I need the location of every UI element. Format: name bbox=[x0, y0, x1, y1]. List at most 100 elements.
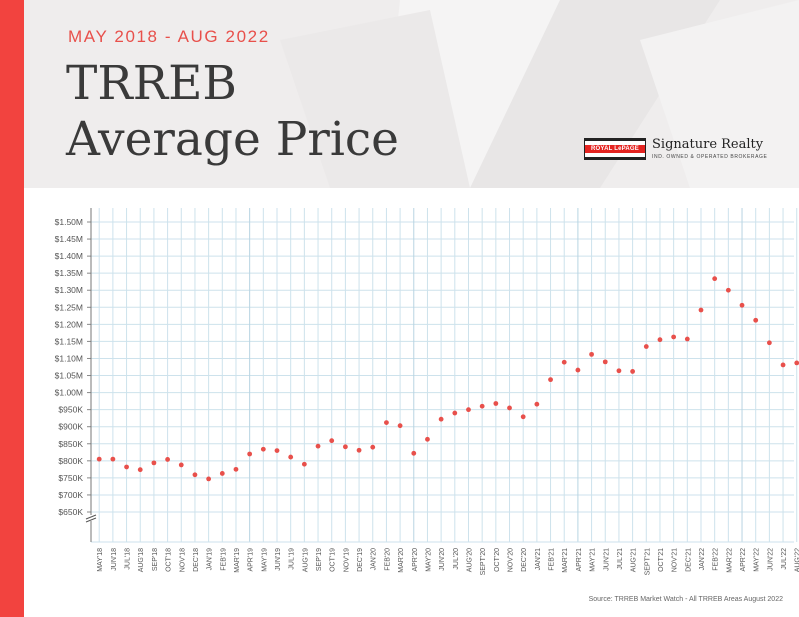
data-point bbox=[137, 467, 143, 473]
data-point bbox=[507, 405, 512, 411]
page-title: TRREB Average Price bbox=[66, 56, 399, 168]
data-point bbox=[247, 451, 253, 457]
x-tick-label: AUG'21 bbox=[631, 548, 638, 572]
data-point bbox=[739, 302, 745, 308]
x-tick-label: MAY'18 bbox=[97, 548, 104, 572]
data-point bbox=[438, 416, 444, 422]
x-tick-label: FEB'22 bbox=[713, 548, 720, 571]
data-point bbox=[96, 456, 102, 462]
x-tick-label: OCT'19 bbox=[330, 548, 337, 572]
accent-side-bar bbox=[0, 0, 24, 617]
axis-break-mark bbox=[85, 514, 97, 520]
y-tick-label: $1.05M bbox=[55, 371, 83, 381]
x-tick-label: SEP'18 bbox=[152, 548, 159, 571]
data-point bbox=[602, 359, 608, 365]
x-tick-label: MAY'22 bbox=[754, 548, 761, 572]
x-tick-label: MAY'21 bbox=[590, 548, 597, 572]
data-point bbox=[657, 337, 663, 343]
x-tick-label: DEC'19 bbox=[357, 548, 364, 572]
x-tick-label: JAN'21 bbox=[535, 548, 542, 570]
data-point bbox=[643, 344, 649, 349]
x-tick-label: SEP'19 bbox=[316, 548, 323, 571]
y-tick-label: $1.30M bbox=[55, 285, 83, 295]
y-tick-label: $1.50M bbox=[55, 217, 83, 227]
x-tick-label: JUN'22 bbox=[767, 548, 774, 571]
data-point bbox=[342, 444, 348, 450]
data-point bbox=[493, 401, 499, 406]
y-tick-label: $1.10M bbox=[55, 353, 83, 363]
x-tick-label: FEB'20 bbox=[384, 548, 391, 571]
x-tick-label: OCT'20 bbox=[494, 548, 501, 572]
data-point bbox=[589, 351, 594, 357]
data-point bbox=[575, 367, 581, 373]
x-tick-label: NOV'21 bbox=[672, 548, 679, 572]
x-tick-label: DEC'20 bbox=[521, 548, 528, 572]
x-tick-label: MAY'19 bbox=[261, 548, 268, 572]
data-point bbox=[370, 444, 376, 450]
data-point bbox=[794, 360, 799, 366]
y-tick-label: $1.00M bbox=[55, 388, 83, 398]
x-tick-label: FEB'21 bbox=[549, 548, 556, 571]
data-point bbox=[616, 368, 622, 374]
data-point bbox=[411, 450, 417, 456]
x-tick-label: SEPT'20 bbox=[480, 548, 487, 576]
price-chart: $650K $700K $750K $800K $850K $900K $950K $1.00… bbox=[55, 208, 799, 576]
data-point bbox=[233, 466, 239, 472]
x-tick-label: JUL'19 bbox=[289, 548, 296, 570]
x-tick-label: JUN'19 bbox=[275, 548, 282, 571]
data-point bbox=[452, 410, 458, 416]
x-tick-label: JUL'22 bbox=[781, 548, 788, 570]
header-banner: MAY 2018 - AUG 2022 TRREB Average Price … bbox=[0, 0, 799, 188]
data-point bbox=[725, 287, 731, 293]
x-tick-label: APR'19 bbox=[248, 548, 255, 572]
y-tick-label: $1.25M bbox=[55, 302, 83, 312]
y-tick-label: $800K bbox=[58, 456, 83, 466]
title-line-1: TRREB bbox=[66, 56, 237, 111]
y-tick-label: $850K bbox=[58, 439, 83, 449]
x-tick-label: AUG'18 bbox=[138, 548, 145, 572]
x-tick-label: AUG'22 bbox=[795, 548, 799, 572]
data-point bbox=[534, 401, 540, 407]
x-tick-label: JUN'20 bbox=[439, 548, 446, 571]
data-point bbox=[766, 340, 772, 346]
data-point bbox=[698, 307, 704, 313]
data-point bbox=[684, 336, 690, 342]
data-point bbox=[479, 403, 485, 409]
data-point bbox=[630, 369, 636, 374]
x-tick-label: JUN'18 bbox=[111, 548, 118, 571]
data-point bbox=[124, 464, 129, 470]
x-tick-label: JUN'21 bbox=[603, 548, 610, 571]
y-tick-label: $1.20M bbox=[55, 319, 83, 329]
date-range-subtitle: MAY 2018 - AUG 2022 bbox=[68, 27, 270, 46]
data-point bbox=[288, 454, 294, 460]
x-tick-label: NOV'18 bbox=[179, 548, 186, 572]
axis-break-gap bbox=[87, 515, 95, 521]
data-point bbox=[356, 447, 362, 453]
brokerage-name: Signature Realty bbox=[652, 137, 764, 152]
data-point bbox=[219, 471, 225, 476]
x-tick-label: DEC'21 bbox=[685, 548, 692, 572]
data-point bbox=[397, 423, 403, 429]
data-point bbox=[561, 359, 567, 365]
x-tick-label: OCT'18 bbox=[166, 548, 173, 572]
data-point bbox=[780, 362, 786, 368]
x-tick-label: MAR'19 bbox=[234, 548, 241, 573]
data-point bbox=[206, 476, 212, 482]
x-tick-label: MAR'21 bbox=[562, 548, 569, 573]
brokerage-tagline: IND. OWNED & OPERATED BROKERAGE bbox=[652, 154, 768, 160]
logo-wordmark: ROYAL LePAGE bbox=[591, 146, 639, 152]
data-point bbox=[178, 462, 184, 468]
data-point bbox=[165, 457, 170, 462]
x-tick-label: DEC'18 bbox=[193, 548, 200, 572]
data-point bbox=[192, 472, 198, 478]
axis-break-mark bbox=[85, 517, 97, 523]
data-point bbox=[425, 436, 430, 442]
x-tick-label: NOV'19 bbox=[343, 548, 350, 572]
data-point bbox=[753, 317, 759, 323]
data-point bbox=[110, 456, 116, 462]
data-point bbox=[315, 443, 321, 449]
data-point bbox=[301, 461, 307, 467]
y-tick-label: $950K bbox=[58, 405, 83, 415]
data-point bbox=[520, 414, 526, 420]
title-line-2: Average Price bbox=[66, 112, 399, 167]
